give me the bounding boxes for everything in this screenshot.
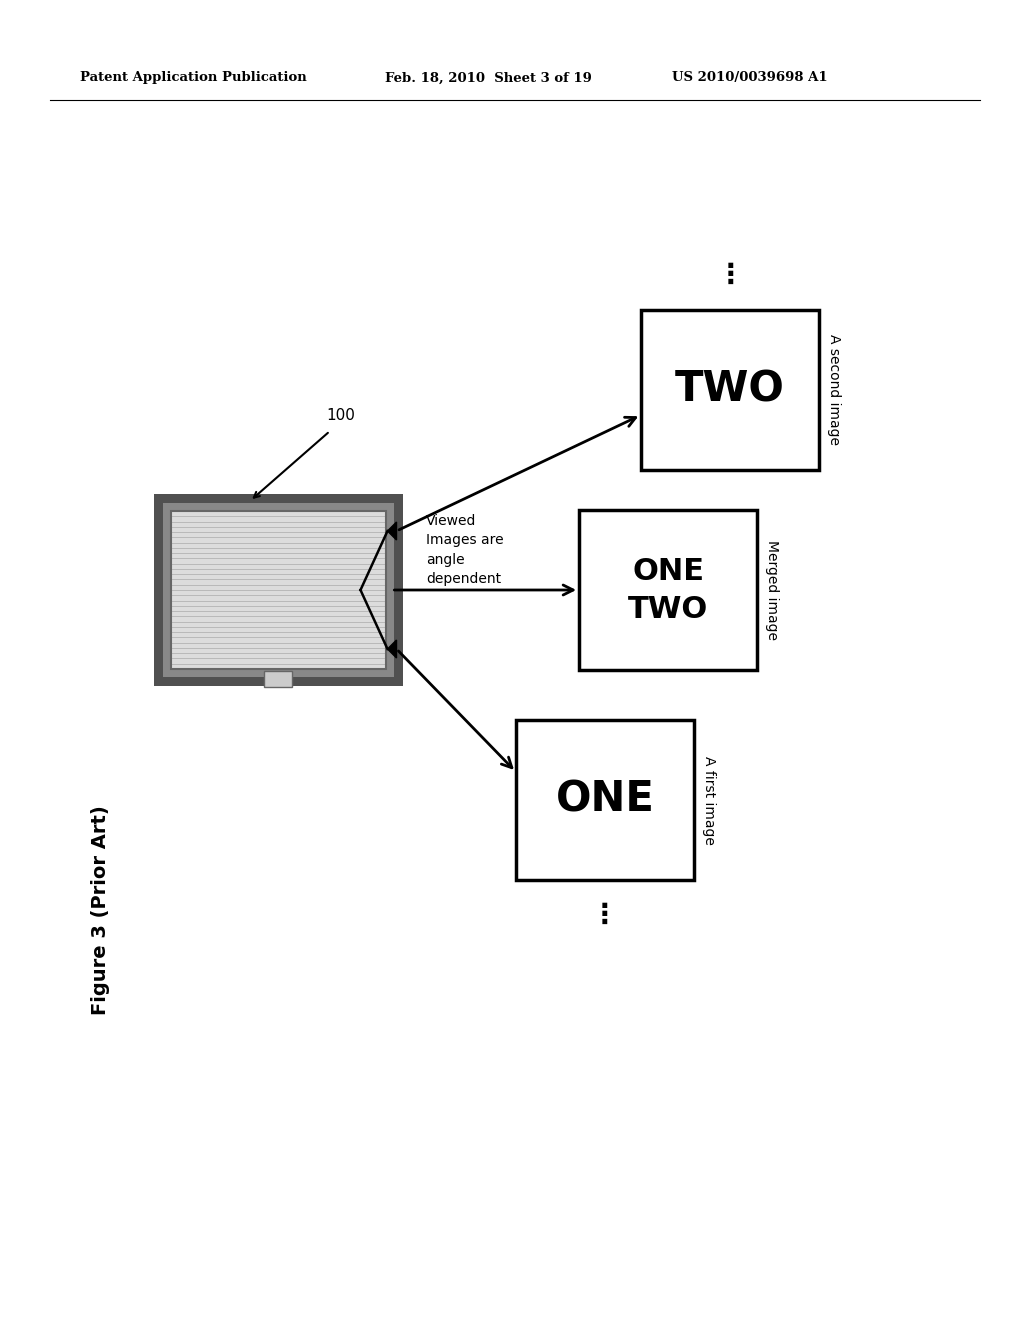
Text: A second image: A second image	[827, 334, 841, 446]
Text: ONE: ONE	[556, 779, 654, 821]
Bar	[154, 494, 402, 686]
Bar	[163, 503, 393, 677]
Bar	[516, 719, 694, 880]
Text: Merged image: Merged image	[765, 540, 779, 640]
Text: A first image: A first image	[702, 755, 716, 845]
Text: Figure 3 (Prior Art): Figure 3 (Prior Art)	[90, 805, 110, 1015]
Text: US 2010/0039698 A1: US 2010/0039698 A1	[672, 71, 827, 84]
Polygon shape	[387, 521, 396, 540]
Text: 100: 100	[326, 408, 355, 422]
Text: Feb. 18, 2010  Sheet 3 of 19: Feb. 18, 2010 Sheet 3 of 19	[385, 71, 592, 84]
Text: ⋮: ⋮	[716, 261, 743, 289]
Bar	[641, 310, 819, 470]
Bar	[171, 511, 385, 669]
Text: ONE: ONE	[632, 557, 705, 586]
Text: Patent Application Publication: Patent Application Publication	[80, 71, 307, 84]
Text: TWO: TWO	[628, 595, 709, 624]
Text: Viewed
Images are
angle
dependent: Viewed Images are angle dependent	[426, 513, 504, 586]
Bar	[264, 671, 292, 686]
Bar	[171, 511, 385, 669]
Bar	[579, 510, 757, 671]
Polygon shape	[387, 640, 396, 657]
Text: ⋮: ⋮	[591, 902, 618, 929]
Text: TWO: TWO	[675, 370, 785, 411]
